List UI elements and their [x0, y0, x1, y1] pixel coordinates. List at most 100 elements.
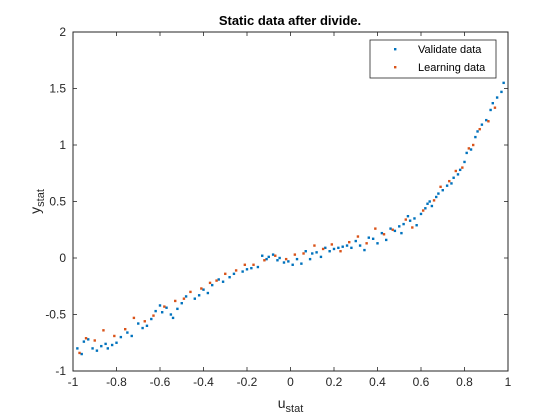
validate-data-point [171, 316, 175, 320]
validate-data-point [308, 257, 312, 261]
validate-data-point [398, 225, 401, 228]
y-tick-label: 0 [59, 251, 66, 265]
validate-data-point [363, 248, 366, 252]
validate-data-point [458, 168, 462, 172]
validate-data-point [137, 322, 140, 325]
x-axis-label: ustat [278, 395, 304, 415]
y-axis-label-sub: stat [35, 189, 47, 207]
learning-data-point [321, 247, 325, 251]
validate-data-point [400, 231, 403, 235]
validate-data-point [221, 280, 225, 283]
learning-data-point [78, 351, 81, 355]
validate-data-point [437, 192, 440, 195]
validate-data-point [211, 283, 214, 287]
validate-data-point [278, 256, 281, 260]
x-tick-label: 0.6 [413, 375, 430, 389]
learning-data-point [152, 314, 155, 317]
learning-data-point [84, 337, 88, 340]
validate-data-point [106, 347, 109, 350]
validate-data-point [202, 288, 205, 291]
validate-data-point [87, 338, 90, 341]
learning-data-point [448, 179, 451, 183]
validate-data-point [256, 265, 260, 269]
validate-data-point [267, 255, 270, 259]
learning-data-point [467, 147, 471, 150]
validate-data-point [476, 130, 479, 133]
x-tick-label: -1 [68, 375, 79, 389]
validate-data-point [158, 304, 162, 307]
validate-data-point [430, 204, 434, 208]
validate-data-point [474, 135, 477, 139]
legend-box [369, 39, 497, 79]
learning-data-point [487, 120, 490, 123]
x-tick-label: 0.4 [369, 375, 386, 389]
validate-data-point [345, 244, 349, 247]
validate-data-point [100, 344, 103, 348]
validate-data-point [95, 349, 99, 352]
learning-data-point [365, 242, 368, 245]
axes-box [72, 31, 509, 372]
learning-data-point [252, 263, 255, 266]
validate-data-point [271, 253, 275, 256]
validate-data-point [110, 343, 114, 347]
validate-data-point [328, 250, 331, 253]
validate-data-point [491, 101, 494, 105]
validate-data-point [145, 324, 149, 327]
y-tick-label: 1 [59, 138, 66, 152]
validate-data-point [130, 334, 133, 338]
validate-data-point [319, 255, 323, 259]
learning-data-point [284, 257, 288, 261]
validate-data-point [300, 262, 303, 265]
learning-data-point [432, 199, 436, 202]
validate-data-point [287, 260, 290, 263]
validate-data-point [126, 331, 129, 334]
validate-data-point [465, 151, 468, 155]
validate-data-point [419, 212, 423, 216]
learning-data-point [454, 169, 457, 173]
tick-labels: -1 -0.8 -0.6 -0.4 -0.2 0 0.2 0.4 0.6 0.8 1 -1 -0.5 0 0… [45, 25, 511, 389]
x-tick-label: 0.8 [456, 375, 473, 389]
validate-data-point [354, 239, 357, 243]
plot-area [73, 32, 508, 371]
learning-data-point [478, 127, 481, 131]
validate-data-point [197, 294, 201, 297]
validate-data-point [206, 291, 210, 295]
x-tick-label: -0.8 [106, 375, 127, 389]
validate-data-point [480, 123, 484, 126]
legend-marker-learning [394, 66, 397, 69]
learning-data-point [274, 254, 277, 257]
y-tick-label: 1.5 [49, 82, 66, 96]
learning-data-point [439, 185, 442, 189]
learning-data-point [493, 106, 497, 109]
validate-data-point [389, 227, 392, 230]
y-tick-label: 2 [59, 25, 66, 39]
learning-data-point [313, 244, 316, 247]
validate-data-point [445, 184, 449, 187]
learning-data-point [330, 243, 334, 246]
validate-data-point [217, 278, 220, 281]
validate-data-point [119, 335, 123, 339]
x-tick-label: 0.2 [326, 375, 343, 389]
y-tick-label: -1 [55, 364, 66, 378]
y-axis-label: ystat [27, 189, 47, 214]
learning-data-point [404, 218, 407, 221]
validate-data-point [180, 302, 183, 305]
validate-data-point [426, 202, 429, 205]
learning-data-point [102, 329, 105, 332]
learning-data-point [411, 226, 414, 229]
validate-data-point [141, 326, 144, 330]
validate-data-point [385, 238, 388, 242]
y-tick-label: 0.5 [49, 195, 66, 209]
learning-data-point [339, 250, 342, 253]
learning-data-point [302, 252, 305, 255]
learning-data-point [472, 143, 475, 147]
validate-data-point [485, 118, 488, 122]
validate-data-point [282, 261, 286, 264]
validate-data-point [495, 96, 499, 99]
legend: Validate data Learning data [369, 39, 497, 79]
validate-data-point [184, 295, 188, 298]
learning-data-point [143, 320, 146, 323]
validate-data-point [265, 257, 268, 261]
validate-data-point [261, 254, 264, 257]
validate-data-point [402, 222, 405, 226]
